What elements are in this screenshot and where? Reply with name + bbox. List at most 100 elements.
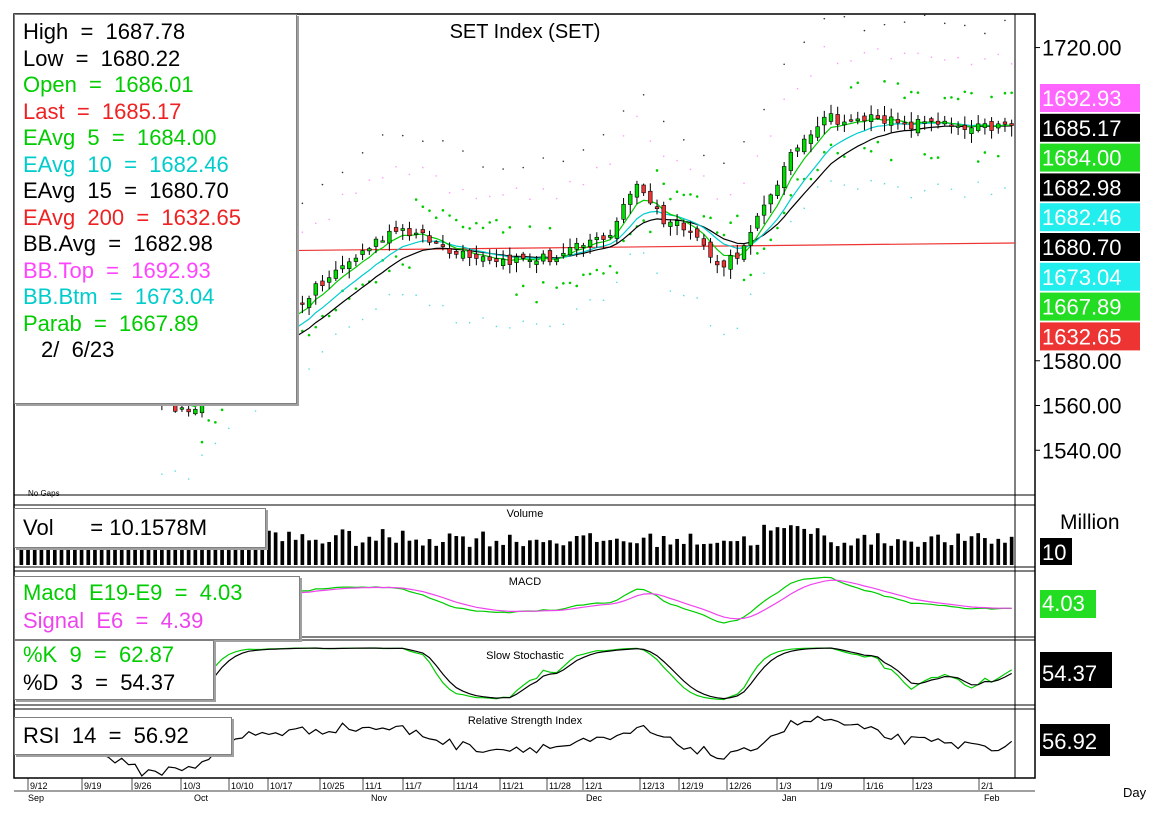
parabolic-sar-dot bbox=[903, 96, 906, 100]
band-dot bbox=[923, 14, 926, 17]
bb-top-dot bbox=[957, 56, 959, 59]
band-dot bbox=[1004, 19, 1006, 22]
bb-bottom-dot bbox=[602, 299, 605, 302]
volume-bar bbox=[193, 536, 198, 565]
volume-bar bbox=[166, 542, 171, 565]
legend-value: 1686.01 bbox=[114, 72, 194, 97]
volume-bar bbox=[380, 529, 385, 565]
y-tick-label: 1560.00 bbox=[1042, 394, 1122, 419]
bb-bottom-dot bbox=[428, 304, 431, 307]
parabolic-sar-dot bbox=[327, 314, 331, 318]
band-dot bbox=[562, 160, 565, 163]
legend-value: 1680.22 bbox=[100, 45, 181, 71]
value-tag-label: 1682.98 bbox=[1042, 175, 1122, 200]
candle-body bbox=[668, 221, 673, 227]
candle-body bbox=[982, 123, 988, 128]
bb-top-dot bbox=[903, 52, 906, 55]
parabolic-sar-dot bbox=[441, 209, 445, 212]
parabolic-sar-dot bbox=[662, 182, 666, 186]
legend-value: 1682.46 bbox=[149, 151, 229, 177]
parabolic-sar-dot bbox=[608, 264, 612, 268]
volume-bar bbox=[715, 542, 720, 565]
parabolic-sar-dot bbox=[388, 269, 391, 273]
volume-bar bbox=[702, 544, 706, 565]
month-label: Oct bbox=[194, 793, 209, 803]
band-dot bbox=[984, 32, 986, 35]
candle-body bbox=[554, 258, 559, 263]
bb-top-dot bbox=[381, 177, 384, 179]
candle-body bbox=[614, 220, 620, 239]
bb-bottom-dot bbox=[816, 186, 819, 188]
bb-top-dot bbox=[984, 58, 986, 60]
stochastic-tag-label: 54.37 bbox=[1042, 661, 1097, 686]
volume-bar bbox=[882, 543, 887, 565]
volume-bar bbox=[494, 540, 499, 565]
bb-bottom-dot bbox=[870, 179, 872, 182]
candle-body bbox=[808, 134, 814, 144]
legend-value: 1685.17 bbox=[101, 98, 182, 124]
volume-bar bbox=[414, 539, 418, 565]
volume-legend: Vol = 10.1578M bbox=[14, 508, 266, 548]
band-dot bbox=[522, 166, 524, 169]
candle-body bbox=[949, 124, 954, 127]
candle-body bbox=[574, 242, 579, 250]
volume-bar bbox=[461, 536, 465, 565]
parabolic-sar-dot bbox=[930, 156, 933, 160]
parabolic-sar-dot bbox=[361, 283, 364, 286]
candle-body bbox=[514, 256, 519, 263]
parabolic-sar-dot bbox=[488, 221, 492, 224]
volume-bar bbox=[347, 530, 352, 565]
volume-bar bbox=[367, 536, 372, 565]
volume-bar bbox=[862, 534, 867, 565]
parabolic-sar-dot bbox=[869, 149, 873, 153]
y-tick-label: 1720.00 bbox=[1042, 36, 1122, 61]
candle-body bbox=[695, 228, 700, 238]
volume-bar bbox=[681, 543, 686, 565]
signal-line bbox=[288, 579, 1012, 620]
parabolic-sar-dot bbox=[475, 221, 478, 225]
volume-bar bbox=[949, 545, 954, 565]
volume-bar bbox=[260, 546, 265, 565]
legend-label: BB.Top bbox=[23, 257, 94, 283]
bb-bottom-dot bbox=[723, 333, 725, 336]
parabolic-sar-dot bbox=[448, 214, 451, 217]
candle-body bbox=[782, 166, 787, 189]
parabolic-sar-dot bbox=[990, 95, 993, 99]
parabolic-sar-dot bbox=[936, 156, 940, 159]
parabolic-sar-dot bbox=[889, 158, 893, 162]
month-label: Nov bbox=[371, 793, 388, 803]
band-dot bbox=[662, 120, 665, 123]
volume-bar bbox=[588, 533, 592, 565]
candle-body bbox=[434, 241, 439, 244]
rsi-title: Relative Strength Index bbox=[468, 715, 583, 727]
parabolic-sar-dot bbox=[789, 193, 793, 197]
candle-body bbox=[822, 116, 827, 126]
volume-bar bbox=[333, 535, 338, 565]
volume-bar bbox=[528, 540, 532, 565]
volume-bar bbox=[548, 540, 552, 565]
x-tick-label: 11/21 bbox=[502, 781, 524, 791]
bb-top-dot bbox=[529, 198, 531, 201]
bb-top-dot bbox=[970, 63, 973, 66]
volume-bar bbox=[139, 536, 144, 565]
bb-bottom-dot bbox=[227, 427, 230, 430]
volume-bar bbox=[869, 544, 873, 565]
x-tick-label: 2/1 bbox=[981, 781, 994, 791]
legend-value: 1692.93 bbox=[131, 257, 211, 283]
volume-bar bbox=[387, 537, 392, 565]
volume-bar bbox=[835, 546, 840, 565]
bb-top-dot bbox=[595, 166, 598, 169]
parabolic-sar-dot bbox=[876, 140, 880, 144]
bb-bottom-dot bbox=[1004, 187, 1006, 189]
candle-body bbox=[848, 119, 854, 122]
volume-unit-label: Million bbox=[1060, 511, 1120, 534]
candle-body bbox=[648, 190, 653, 204]
volume-bar bbox=[755, 544, 760, 565]
candle-body bbox=[788, 152, 793, 171]
parabolic-sar-dot bbox=[200, 440, 204, 444]
legend-equals: = bbox=[81, 310, 120, 336]
bb-top-dot bbox=[582, 183, 585, 186]
parabolic-sar-dot bbox=[1003, 91, 1007, 95]
volume-bar bbox=[768, 530, 773, 565]
legend-label: EAvg 15 bbox=[23, 178, 112, 203]
